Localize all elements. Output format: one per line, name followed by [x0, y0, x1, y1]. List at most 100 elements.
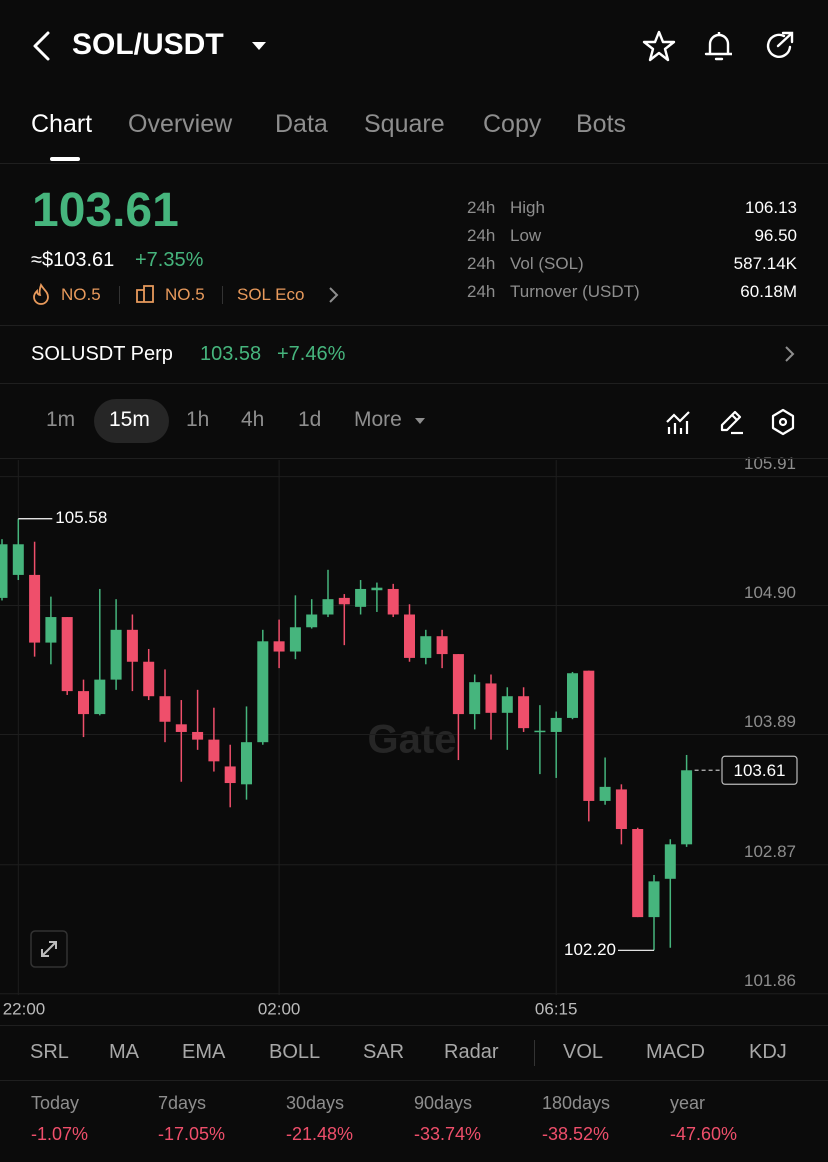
performance-change: -17.05% [158, 1124, 226, 1144]
tab[interactable]: Data [275, 110, 328, 138]
candle-body [420, 636, 432, 658]
indicator-tab[interactable]: MACD [646, 1041, 705, 1063]
y-tick-label: 105.91 [744, 454, 796, 473]
candle-body [0, 544, 8, 598]
perp-name[interactable]: SOLUSDT Perp [31, 343, 173, 365]
back-button[interactable] [28, 30, 54, 62]
tab[interactable]: Copy [483, 110, 542, 138]
candle-body [469, 682, 481, 715]
stat-value: 587.14K [733, 254, 797, 273]
stat-period: 24h [467, 254, 496, 273]
ecosystem-badge[interactable]: SOL Eco [237, 285, 305, 304]
fullscreen-button[interactable] [30, 930, 68, 968]
pair-title[interactable]: SOL/USDT [72, 28, 224, 61]
candle-body [632, 829, 644, 918]
share-icon[interactable] [762, 29, 796, 63]
candle-body [241, 742, 252, 785]
candle-body [518, 696, 530, 729]
stat-label: Vol (SOL) [510, 254, 584, 273]
candle-body [289, 627, 301, 652]
tab[interactable]: Overview [128, 110, 233, 138]
chevron[interactable] [783, 345, 795, 363]
candle-body [94, 679, 106, 715]
candle-body [452, 654, 464, 715]
sector-icon [136, 285, 154, 303]
interval[interactable]: 4h [241, 408, 265, 431]
stat-value: 106.13 [745, 198, 797, 217]
pair-dropdown[interactable] [251, 40, 267, 52]
candle-body [143, 661, 155, 697]
candle-body [599, 786, 611, 801]
indicator-tab[interactable]: BOLL [269, 1041, 321, 1063]
candle-body [567, 673, 578, 718]
candle-body [404, 614, 415, 658]
stat-value: 60.18M [740, 282, 797, 301]
interval[interactable]: More [354, 408, 402, 431]
tab-indicator [50, 157, 80, 161]
performance-period: 7days [158, 1093, 207, 1113]
performance-period: 30days [286, 1093, 345, 1113]
performance-change: -21.48% [286, 1124, 354, 1144]
performance-period: Today [31, 1093, 80, 1113]
candle-body [534, 730, 546, 733]
chevron[interactable] [327, 286, 339, 304]
stat-value: 96.50 [754, 226, 797, 245]
performance-period: 180days [542, 1093, 611, 1113]
stat-period: 24h [467, 198, 496, 217]
interval[interactable]: 1d [298, 408, 322, 431]
indicator-icon[interactable] [664, 408, 692, 436]
performance-change: -38.52% [542, 1124, 610, 1144]
candle-body [257, 641, 269, 743]
favorite-icon[interactable] [642, 29, 676, 63]
tab[interactable]: Bots [576, 110, 627, 138]
candle-body [615, 789, 627, 830]
divider [0, 1080, 828, 1081]
candle-body [648, 881, 660, 918]
candle-body [61, 617, 73, 692]
rank-badge[interactable]: NO.5 [61, 285, 101, 304]
candle-body [681, 770, 693, 845]
divider [0, 1025, 828, 1026]
indicator-tab[interactable]: EMA [182, 1041, 226, 1063]
last-price: 103.61 [32, 184, 179, 237]
rank-badge[interactable]: NO.5 [165, 285, 205, 304]
max-marker-label: 105.58 [55, 508, 107, 527]
performance-change: -1.07% [31, 1124, 89, 1144]
interval[interactable]: 1h [186, 408, 210, 431]
performance-change: -33.74% [414, 1124, 482, 1144]
more-caret[interactable] [414, 417, 426, 426]
indicator-tab[interactable]: SRL [30, 1041, 69, 1063]
candle-body [12, 544, 24, 575]
stat-period: 24h [467, 282, 496, 301]
draw-icon[interactable] [718, 408, 746, 436]
candle-body [436, 636, 448, 655]
candle-body [45, 617, 57, 643]
performance-period: year [670, 1093, 706, 1113]
hot-icon [33, 283, 49, 305]
indicator-tab[interactable]: MA [109, 1041, 139, 1063]
interval[interactable]: 1m [46, 408, 76, 431]
indicator-tab[interactable]: SAR [363, 1041, 405, 1063]
candle-body [224, 766, 236, 784]
divider [0, 163, 828, 164]
candle-body [126, 629, 138, 662]
candle-body [175, 724, 187, 732]
alert-icon[interactable] [702, 28, 736, 64]
tab[interactable]: Square [364, 110, 445, 138]
interval[interactable]: 15m [109, 408, 150, 431]
candle-body [29, 574, 41, 643]
indicator-tab[interactable]: VOL [563, 1041, 604, 1063]
settings-icon[interactable] [769, 407, 797, 437]
candle-body [501, 696, 513, 713]
candle-body [192, 731, 204, 740]
candle-body [387, 588, 399, 615]
candle-body [306, 614, 318, 628]
y-tick-label: 104.90 [744, 583, 796, 602]
tab[interactable]: Chart [31, 110, 93, 138]
perp-change: +7.46% [277, 343, 346, 365]
candle-body [550, 717, 562, 732]
x-tick-label: 02:00 [258, 999, 301, 1018]
indicator-tab[interactable]: Radar [444, 1041, 499, 1063]
indicator-tab[interactable]: KDJ [749, 1041, 787, 1063]
